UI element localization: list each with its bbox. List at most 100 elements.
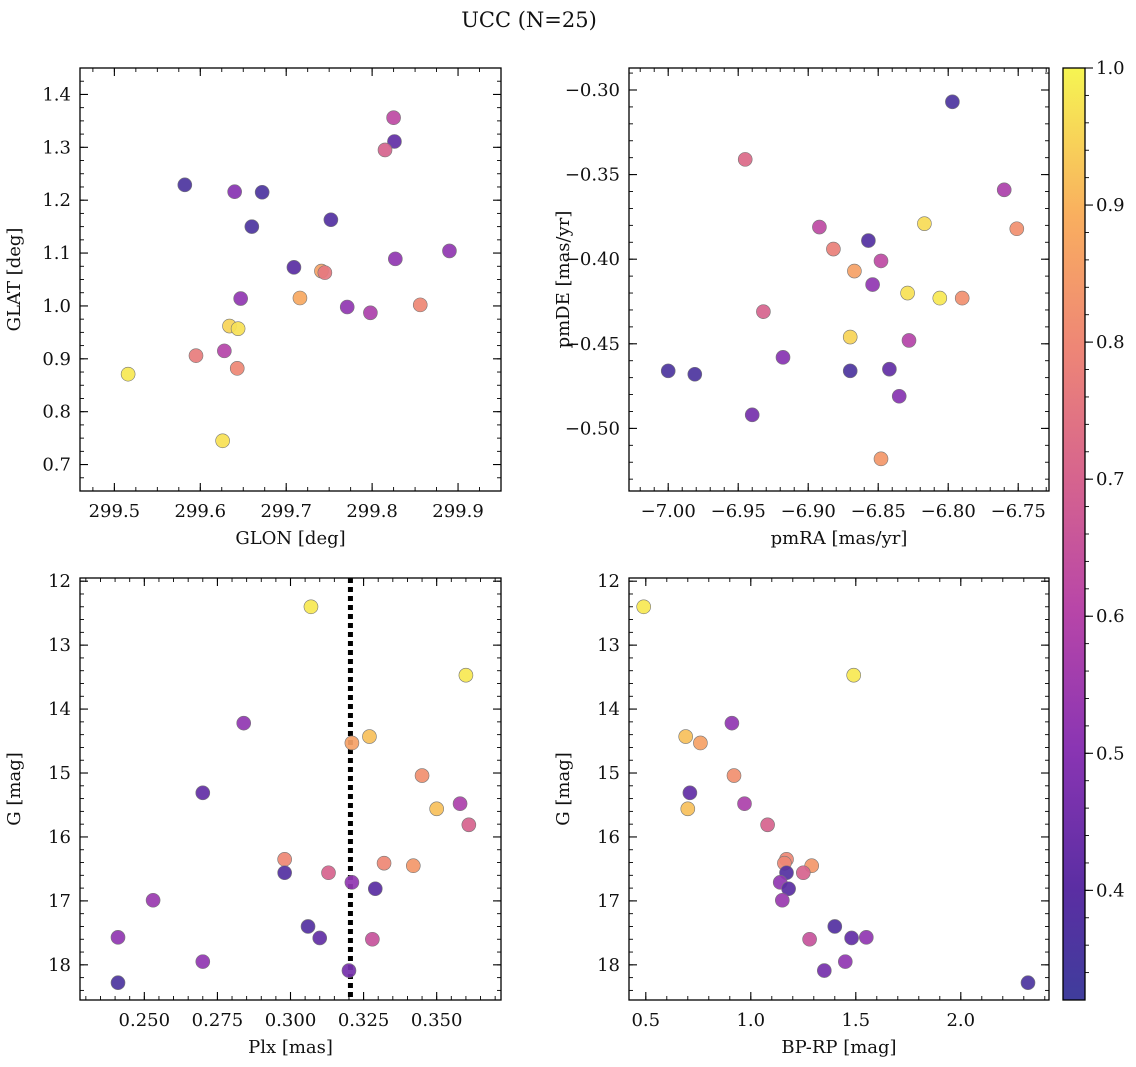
y-tick-label: −0.35 (565, 165, 620, 186)
scatter-point (233, 291, 248, 306)
colorbar-tick-label: 1.0 (1096, 58, 1125, 79)
y-tick-label: 15 (597, 763, 620, 784)
scatter-point (812, 219, 827, 235)
axes-frame (79, 577, 502, 1001)
glon-glat-panel: 299.5 299.6 299.7 299.8 299.9 0.7 0.8 0.9 1.0 1.1… (4, 67, 502, 549)
scatter-point (145, 892, 161, 908)
scatter-point (110, 975, 126, 991)
scatter-point (954, 290, 970, 306)
scatter-point (461, 817, 477, 833)
scatter-point (837, 954, 853, 969)
scatter-point (227, 184, 242, 200)
scatter-point (737, 152, 753, 167)
scatter-point (244, 219, 260, 234)
y-tick-label: 0.9 (42, 349, 71, 370)
x-tick-label: 0.350 (411, 1010, 463, 1031)
colorbar-tick-label: 0.9 (1096, 195, 1125, 216)
scatter-point (682, 785, 698, 801)
scatter-point (367, 881, 383, 897)
y-tick-label: 0.7 (42, 455, 71, 476)
scatter-point (452, 796, 468, 812)
x-tick-label: −6.80 (921, 501, 976, 522)
y-tick-label: 16 (48, 827, 71, 848)
scatter-point (756, 304, 771, 319)
axes-frame (79, 67, 502, 492)
scatter-point (377, 142, 393, 158)
scatter-point (724, 715, 740, 731)
scatter-point (737, 796, 752, 812)
scatter-point (321, 865, 336, 881)
scatter-point (842, 329, 858, 345)
x-tick-label: −7.00 (641, 501, 696, 522)
scatter-point (344, 735, 360, 751)
y-tick-label: 1.1 (42, 243, 71, 264)
scatter-point (120, 366, 136, 382)
scatter-point (945, 94, 960, 110)
y-tick-label: 17 (597, 891, 620, 912)
scatter-point (844, 930, 859, 946)
scatter-point (303, 599, 319, 615)
scatter-point (816, 963, 832, 978)
y-tick-label: 13 (48, 635, 71, 656)
scatter-point (254, 184, 270, 200)
y-tick-label: 14 (597, 699, 620, 720)
x-tick-label: −6.90 (781, 501, 836, 522)
y-tick-label: −0.40 (565, 249, 620, 270)
scatter-point (195, 954, 211, 969)
y-tick-label: 14 (48, 699, 71, 720)
scatter-point (781, 881, 796, 897)
x-tick-label: 299.8 (346, 501, 398, 522)
scatter-point (660, 363, 676, 379)
scatter-point (795, 865, 811, 881)
y-tick-label: 18 (597, 955, 620, 976)
scatter-point (774, 892, 790, 908)
y-tick-label: 18 (48, 955, 71, 976)
scatter-point (277, 865, 292, 881)
y-axis-label: G [mag] (4, 752, 25, 825)
scatter-point (229, 361, 245, 376)
x-tick-label: 0.250 (119, 1010, 171, 1031)
scatter-point (300, 919, 316, 934)
scatter-point (882, 361, 897, 377)
scatter-point (842, 363, 858, 379)
scatter-point (236, 715, 252, 731)
scatter-point (861, 233, 876, 248)
colorbar-tick-label: 0.6 (1096, 606, 1125, 627)
scatter-point (215, 433, 230, 449)
x-tick-label: 299.5 (89, 501, 141, 522)
y-axis-label: pmDE [mas/yr] (553, 211, 574, 349)
y-tick-label: 12 (48, 571, 71, 592)
scatter-point (414, 768, 430, 783)
scatter-point (917, 216, 932, 231)
colorbar-tick-label: 0.5 (1096, 743, 1125, 764)
x-tick-label: 0.300 (265, 1010, 317, 1031)
scatter-point (317, 265, 333, 280)
scatter-point (1020, 975, 1036, 991)
scatter-point (110, 930, 126, 945)
y-tick-label: 1.2 (42, 190, 71, 211)
y-tick-label: 12 (597, 571, 620, 592)
scatter-point (865, 277, 880, 292)
scatter-point (312, 930, 328, 946)
scatter-point (693, 735, 708, 751)
y-axis-label: GLAT [deg] (4, 228, 25, 332)
scatter-point (217, 343, 232, 359)
scatter-point (412, 297, 428, 313)
x-tick-label: 1.5 (841, 1010, 870, 1031)
y-tick-label: 15 (48, 763, 71, 784)
scatter-point (900, 285, 915, 301)
scatter-point (901, 333, 917, 348)
scatter-point (386, 110, 401, 126)
plx-g-panel: 0.250 0.275 0.300 0.325 0.350 12 13 14 15 16 17 18 P… (4, 571, 502, 1058)
scatter-point (775, 350, 791, 365)
colorbar: 0.4 0.5 0.6 0.7 0.8 0.9 1.0 (1062, 58, 1125, 1001)
scatter-point (873, 253, 889, 269)
scatter-point (388, 251, 403, 267)
x-tick-label: 2.0 (946, 1010, 975, 1031)
scatter-point (365, 931, 380, 947)
scatter-point (858, 930, 874, 945)
scatter-point (873, 451, 889, 467)
scatter-point (1009, 221, 1025, 237)
pmra-pmde-panel: −7.00 −6.95 −6.90 −6.85 −6.80 −6.75 −0.50 −0.45… (553, 67, 1050, 549)
scatter-point (827, 919, 843, 934)
